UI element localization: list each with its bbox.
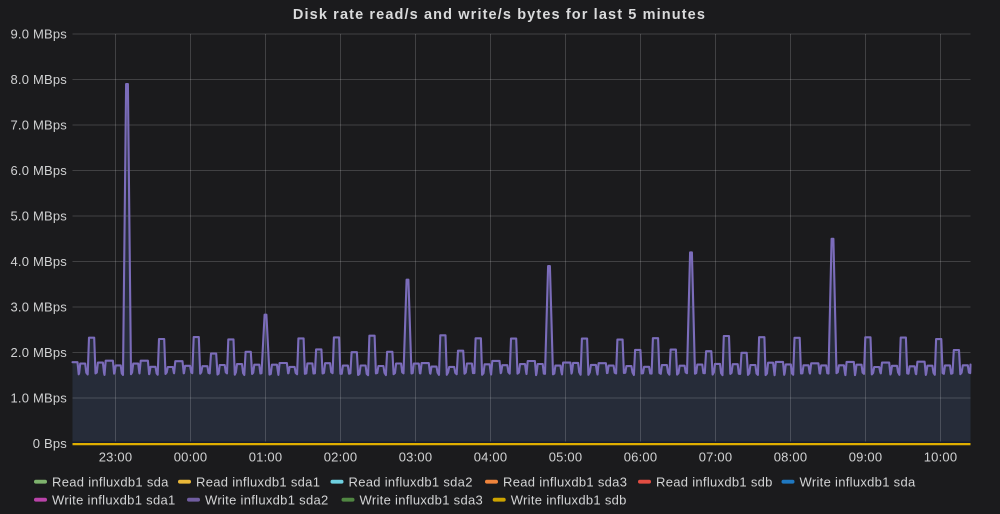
svg-text:9.0 MBps: 9.0 MBps — [10, 26, 67, 41]
svg-text:4.0 MBps: 4.0 MBps — [10, 254, 67, 269]
svg-text:Read influxdb1 sdb: Read influxdb1 sdb — [656, 474, 773, 489]
svg-text:Write influxdb1 sda3: Write influxdb1 sda3 — [360, 492, 484, 507]
svg-text:3.0 MBps: 3.0 MBps — [10, 299, 67, 314]
svg-text:0 Bps: 0 Bps — [33, 436, 68, 451]
svg-text:2.0 MBps: 2.0 MBps — [10, 345, 67, 360]
svg-text:Read influxdb1 sda1: Read influxdb1 sda1 — [196, 474, 320, 489]
svg-text:Read influxdb1 sda2: Read influxdb1 sda2 — [349, 474, 473, 489]
svg-text:Read influxdb1 sda: Read influxdb1 sda — [52, 474, 169, 489]
svg-text:00:00: 00:00 — [174, 450, 208, 465]
svg-text:10:00: 10:00 — [924, 450, 958, 465]
svg-text:8.0 MBps: 8.0 MBps — [10, 72, 67, 87]
svg-text:04:00: 04:00 — [474, 450, 508, 465]
svg-text:06:00: 06:00 — [624, 450, 658, 465]
svg-text:23:00: 23:00 — [99, 450, 133, 465]
svg-text:03:00: 03:00 — [399, 450, 433, 465]
svg-text:Read influxdb1 sda3: Read influxdb1 sda3 — [503, 474, 627, 489]
svg-text:09:00: 09:00 — [849, 450, 883, 465]
svg-text:02:00: 02:00 — [324, 450, 358, 465]
svg-text:Disk rate read/s and write/s b: Disk rate read/s and write/s bytes for l… — [293, 7, 706, 23]
svg-text:05:00: 05:00 — [549, 450, 583, 465]
svg-text:Write influxdb1 sdb: Write influxdb1 sdb — [511, 492, 627, 507]
svg-text:5.0 MBps: 5.0 MBps — [10, 208, 67, 223]
svg-text:07:00: 07:00 — [699, 450, 733, 465]
svg-text:7.0 MBps: 7.0 MBps — [10, 117, 67, 132]
svg-text:6.0 MBps: 6.0 MBps — [10, 163, 67, 178]
svg-text:1.0 MBps: 1.0 MBps — [10, 390, 67, 405]
svg-text:Write influxdb1 sda1: Write influxdb1 sda1 — [52, 492, 176, 507]
svg-text:08:00: 08:00 — [774, 450, 808, 465]
svg-text:Write influxdb1 sda: Write influxdb1 sda — [800, 474, 916, 489]
svg-text:01:00: 01:00 — [249, 450, 283, 465]
svg-text:Write influxdb1 sda2: Write influxdb1 sda2 — [205, 492, 329, 507]
